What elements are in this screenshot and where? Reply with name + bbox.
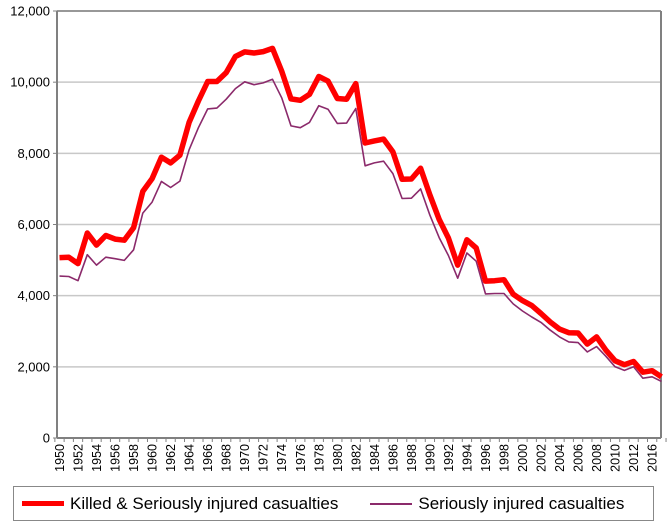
x-tick-label: 2000 [516,444,530,472]
x-tick-label: 1992 [442,444,456,472]
x-tick-label: 2008 [590,444,604,472]
x-tick-label: 1972 [257,444,271,472]
x-tick-label: 2012 [627,444,641,472]
x-tick-label: 1956 [109,444,123,472]
legend-label-si: Seriously injured casualties [418,493,625,513]
x-tick-label: 1994 [460,444,474,472]
x-tick-label: 2002 [535,444,549,472]
x-tick-label: 1982 [349,444,363,472]
x-tick-label: 1950 [53,444,67,472]
x-tick-label: 2016 [646,444,660,472]
x-tick-label: 1988 [405,444,419,472]
y-tick-label: 12,000 [10,4,50,19]
legend: Killed & Seriously injured casualties Se… [13,486,654,521]
x-tick-label: 1952 [72,444,86,472]
x-tick-label: 1964 [183,444,197,472]
x-tick-label: 1968 [220,444,234,472]
legend-swatch-ksi [22,501,64,506]
x-tick-label: 1954 [90,444,104,472]
x-tick-label: 1970 [238,444,252,472]
line-chart: 0 2,000 4,000 6,000 8,000 10,000 12,000 1950 195… [10,4,667,472]
legend-item-si: Seriously injured casualties [370,494,624,514]
y-tick-label: 2,000 [17,359,50,374]
x-tick-label: 1978 [312,444,326,472]
y-tick-label: 8,000 [17,146,50,161]
y-tick-label: 4,000 [17,288,50,303]
x-tick-label: 1990 [423,444,437,472]
series-line-seriously-injured [59,78,662,383]
x-tick-label: 1980 [331,444,345,472]
x-tick-label: 1966 [201,444,215,472]
x-tick-label: 2006 [572,444,586,472]
series-line-killed-seriously-injured [59,45,663,380]
x-tick-label: 1960 [146,444,160,472]
x-tick-label: 1986 [386,444,400,472]
y-tick-label: 0 [43,431,50,446]
x-tick-label: 2004 [553,444,567,472]
x-tick-label: 1996 [479,444,493,472]
y-tick-label: 6,000 [17,217,50,232]
x-tick-label: 1974 [275,444,289,472]
x-tick-label: 1998 [497,444,511,472]
x-tick-label: 1958 [127,444,141,472]
x-tick-label: 1984 [368,444,382,472]
x-tick-label: 2010 [609,444,623,472]
x-tick-label: 1976 [294,444,308,472]
y-tick-label: 10,000 [10,75,50,90]
legend-label-ksi: Killed & Seriously injured casualties [70,493,339,513]
legend-swatch-si [370,502,413,505]
legend-item-ksi: Killed & Seriously injured casualties [22,494,338,514]
x-tick-label: 1962 [164,444,178,472]
